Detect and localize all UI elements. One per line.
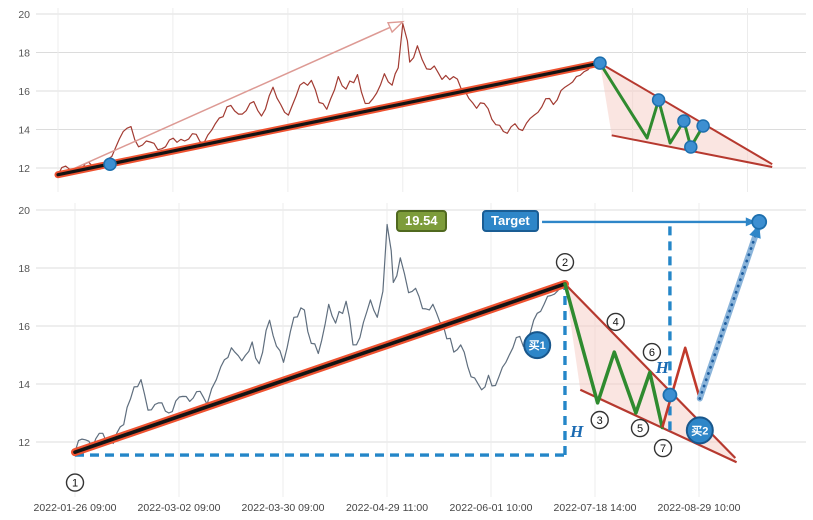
x-tick-label: 2022-03-02 09:00	[138, 502, 221, 514]
zigzag-line	[563, 282, 665, 430]
price-line-top	[57, 23, 600, 175]
y-tick-label: 12	[18, 163, 30, 175]
wave-number	[606, 312, 625, 332]
y-tick-label: 18	[18, 263, 30, 275]
x-tick-label: 2022-01-26 09:00	[34, 502, 117, 514]
forecast-arrow-dots	[698, 223, 761, 400]
wave-number-label: 2	[562, 257, 568, 269]
height-label: H	[655, 358, 670, 377]
wave-number	[65, 473, 85, 492]
target-dot	[751, 213, 768, 230]
target-arrow-head	[745, 217, 756, 227]
wave-number	[642, 342, 662, 362]
y-tick-label: 16	[18, 321, 30, 333]
signal-dot	[593, 56, 607, 70]
x-tick-label: 2022-06-01 10:00	[450, 502, 533, 514]
wave-number-label: 1	[72, 477, 78, 489]
x-tick-label: 2022-03-30 09:00	[242, 502, 325, 514]
wave-number-label: 7	[660, 443, 666, 455]
impulse-arrow-line	[57, 21, 404, 177]
y-tick-label: 14	[18, 379, 30, 391]
wave-number	[555, 253, 575, 272]
height-label: H	[569, 422, 584, 441]
y-tick-label: 12	[18, 437, 30, 449]
x-tick-label: 2022-04-29 11:00	[346, 502, 428, 514]
signal-dot	[677, 114, 691, 128]
impulse-arrow-head	[386, 20, 405, 34]
y-tick-label: 16	[18, 86, 30, 98]
wave-number-label: 6	[649, 347, 655, 359]
wave-number	[590, 410, 609, 430]
signal-dot	[696, 119, 710, 133]
y-tick-label: 14	[18, 125, 30, 137]
measured-move-badge: 19.54	[396, 210, 447, 232]
wave-number	[630, 418, 650, 438]
target-badge: Target	[482, 210, 539, 232]
wave-number	[653, 438, 673, 458]
wave-number-label: 5	[637, 423, 643, 435]
x-tick-label: 2022-07-18 14:00	[554, 502, 637, 514]
price-line-bottom	[74, 223, 566, 453]
signal-dot	[684, 140, 698, 154]
buy-marker	[685, 416, 714, 445]
wedge-upper-line	[599, 62, 773, 166]
trend-line	[73, 282, 567, 454]
buy-marker-label: 买2	[691, 424, 708, 437]
y-tick-label: 20	[18, 205, 30, 217]
x-tick-label: 2022-08-29 10:00	[658, 502, 741, 514]
wedge-lower-line	[579, 388, 738, 464]
y-tick-label: 20	[18, 9, 30, 21]
signal-dot	[651, 93, 666, 107]
signal-dot	[103, 157, 117, 171]
buy-marker-label: 买1	[529, 339, 546, 352]
breakout-dot	[662, 387, 678, 403]
wave-number-label: 3	[597, 415, 603, 427]
trend-line	[56, 61, 602, 177]
y-tick-label: 18	[18, 48, 30, 60]
buy-marker	[523, 331, 552, 360]
wave-number-label: 4	[613, 317, 619, 329]
